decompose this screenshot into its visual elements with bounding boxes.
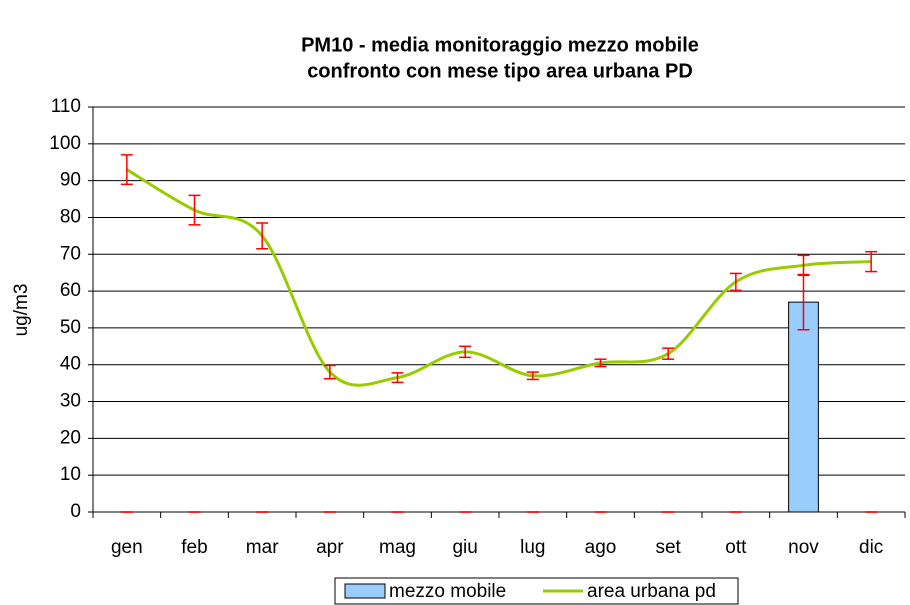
y-tick-label: 20 bbox=[60, 427, 81, 448]
chart-title: PM10 - media monitoraggio mezzo mobile bbox=[301, 34, 699, 56]
x-tick-label: mag bbox=[379, 537, 416, 558]
y-tick-label: 40 bbox=[60, 354, 81, 375]
y-axis-label: ug/m3 bbox=[11, 284, 32, 337]
error-bar bbox=[120, 154, 133, 186]
error-bar bbox=[662, 347, 675, 360]
error-bar bbox=[323, 364, 336, 380]
legend-label: area urbana pd bbox=[587, 581, 716, 602]
y-tick-label: 0 bbox=[70, 501, 81, 522]
line bbox=[126, 168, 872, 387]
legend-label: mezzo mobile bbox=[389, 581, 506, 602]
x-tick-label: ott bbox=[725, 537, 747, 558]
x-tick-label: giu bbox=[452, 537, 477, 558]
y-tick-label: 10 bbox=[60, 464, 81, 485]
y-tick-label: 100 bbox=[49, 133, 81, 154]
x-tick-label: apr bbox=[316, 537, 344, 558]
bar bbox=[788, 301, 819, 513]
x-tick-label: gen bbox=[111, 537, 143, 558]
error-bar bbox=[729, 272, 742, 292]
error-bar bbox=[391, 372, 404, 384]
x-tick-label: mar bbox=[246, 537, 279, 558]
legend-swatch bbox=[344, 583, 386, 599]
error-bar bbox=[459, 345, 472, 359]
error-bar bbox=[256, 222, 269, 250]
x-tick-label: lug bbox=[520, 537, 545, 558]
y-tick-label: 50 bbox=[60, 317, 81, 338]
y-tick-label: 90 bbox=[60, 170, 81, 191]
legend-box bbox=[334, 577, 739, 605]
y-tick-label: 80 bbox=[60, 206, 81, 227]
x-tick-label: nov bbox=[788, 537, 819, 558]
y-tick-label: 60 bbox=[60, 280, 81, 301]
error-bar bbox=[188, 194, 201, 226]
y-tick-label: 110 bbox=[51, 96, 81, 117]
x-tick-label: dic bbox=[859, 537, 883, 558]
x-tick-label: feb bbox=[181, 537, 207, 558]
y-tick-label: 70 bbox=[60, 243, 81, 264]
error-bar bbox=[797, 254, 810, 277]
error-bar bbox=[865, 250, 878, 273]
y-tick-label: 30 bbox=[60, 391, 81, 412]
chart-subtitle: confronto con mese tipo area urbana PD bbox=[307, 60, 693, 82]
error-bar bbox=[526, 371, 539, 381]
error-bar bbox=[594, 358, 607, 368]
x-tick-label: ago bbox=[585, 537, 617, 558]
x-tick-label: set bbox=[655, 537, 681, 558]
